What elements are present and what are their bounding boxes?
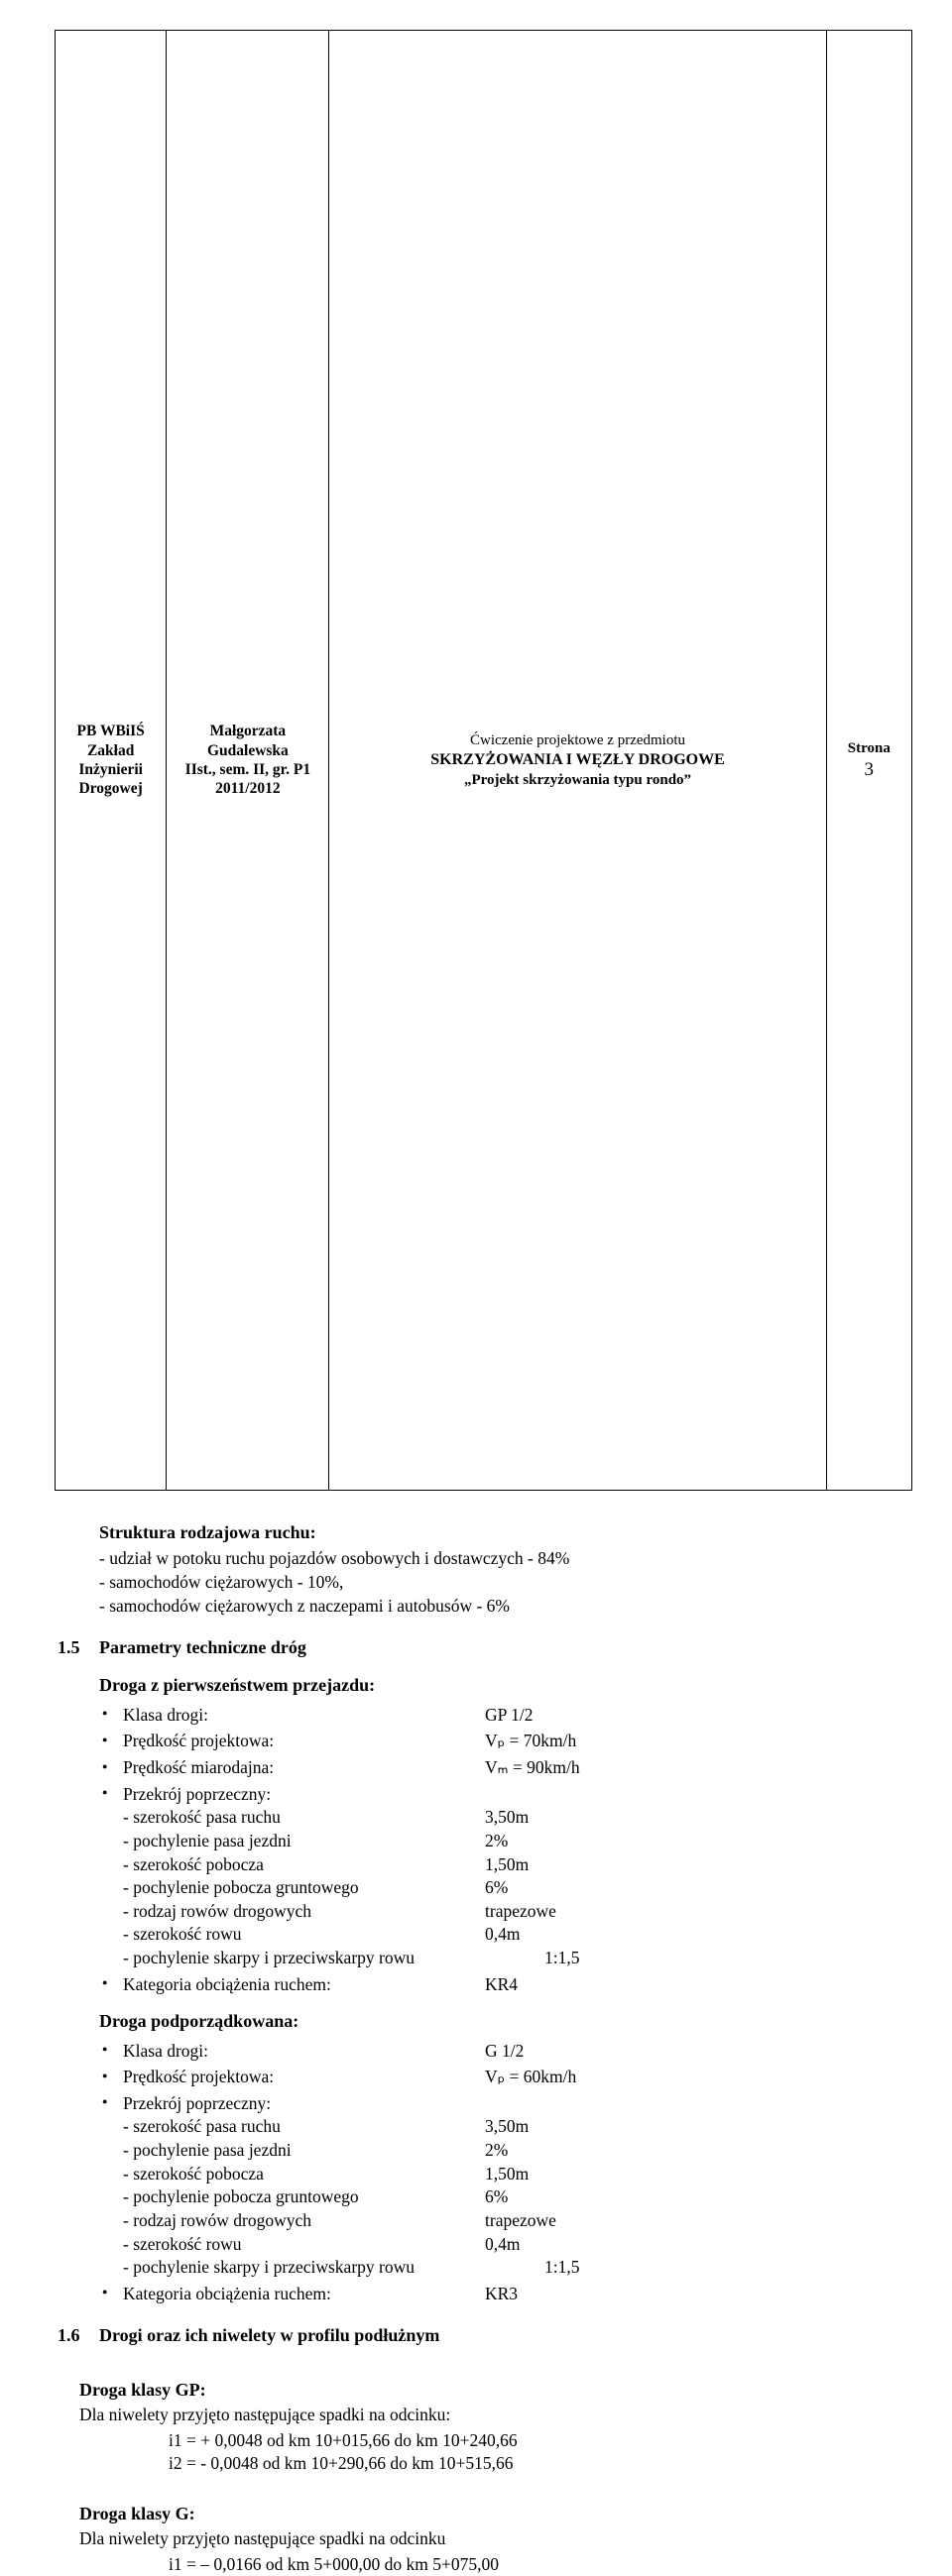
- value: GP 1/2: [485, 1704, 533, 1728]
- list-item: Kategoria obciążenia ruchem:KR3: [99, 2283, 883, 2306]
- value: 0,4m: [485, 1923, 521, 1947]
- label: - szerokość rowu: [123, 1923, 485, 1947]
- list-item: Przekrój poprzeczny: - szerokość pasa ru…: [99, 2092, 883, 2280]
- label: - rodzaj rowów drogowych: [123, 2209, 485, 2233]
- heading-number: 1.5: [58, 1635, 99, 1659]
- value: 1:1,5: [544, 1947, 580, 1970]
- road-b-list: Klasa drogi:G 1/2 Prędkość projektowa:Vₚ…: [99, 2040, 883, 2306]
- line: - udział w potoku ruchu pojazdów osobowy…: [99, 1547, 883, 1571]
- value: Vₚ = 70km/h: [485, 1730, 576, 1753]
- label: - pochylenie pasa jezdni: [123, 1830, 485, 1853]
- value: Vₘ = 90km/h: [485, 1756, 580, 1780]
- list-item: Prędkość miarodajna:Vₘ = 90km/h: [99, 1756, 883, 1780]
- header-page: Strona 3: [826, 31, 911, 1491]
- text: Ćwiczenie projektowe z przedmiotu: [470, 732, 685, 748]
- text: Zakład: [87, 742, 134, 759]
- label: Prędkość projektowa:: [123, 2066, 485, 2089]
- label: Prędkość miarodajna:: [123, 1756, 485, 1780]
- label: Klasa drogi:: [123, 2040, 485, 2064]
- heading-text: Drogi oraz ich niwelety w profilu podłuż…: [99, 2323, 439, 2347]
- text: Gudalewska: [207, 742, 289, 759]
- heading-text: Parametry techniczne dróg: [99, 1635, 306, 1659]
- label: - rodzaj rowów drogowych: [123, 1900, 485, 1924]
- road-a-list: Klasa drogi:GP 1/2 Prędkość projektowa:V…: [99, 1704, 883, 1997]
- label: Przekrój poprzeczny:: [123, 1783, 883, 1807]
- label: Kategoria obciążenia ruchem:: [123, 1973, 485, 1997]
- header-author: Małgorzata Gudalewska IIst., sem. II, gr…: [167, 31, 329, 1491]
- label: - pochylenie pobocza gruntowego: [123, 2185, 485, 2209]
- section-title-struktura: Struktura rodzajowa ruchu:: [99, 1520, 883, 1544]
- g-block: Droga klasy G: Dla niwelety przyjęto nas…: [79, 2502, 883, 2576]
- label: - szerokość pasa ruchu: [123, 1806, 485, 1830]
- value: 1:1,5: [544, 2256, 580, 2280]
- label: Kategoria obciążenia ruchem:: [123, 2283, 485, 2306]
- list-item: Przekrój poprzeczny: - szerokość pasa ru…: [99, 1783, 883, 1970]
- label: - szerokość pasa ruchu: [123, 2115, 485, 2139]
- label: - pochylenie skarpy i przeciwskarpy rowu: [123, 2256, 544, 2280]
- value: trapezowe: [485, 1900, 556, 1924]
- list-item: Klasa drogi:G 1/2: [99, 2040, 883, 2064]
- road-b-heading: Droga podporządkowana:: [99, 2009, 883, 2033]
- value: 6%: [485, 1876, 508, 1900]
- value: KR4: [485, 1973, 518, 1997]
- line: i2 = - 0,0048 od km 10+290,66 do km 10+5…: [169, 2452, 883, 2476]
- value: 0,4m: [485, 2233, 521, 2257]
- value: Vₚ = 60km/h: [485, 2066, 576, 2089]
- value: trapezowe: [485, 2209, 556, 2233]
- g-intro: Dla niwelety przyjęto następujące spadki…: [79, 2527, 883, 2551]
- page-label: Strona: [848, 740, 891, 756]
- text: „Projekt skrzyżowania typu rondo”: [464, 772, 691, 788]
- body-content: Struktura rodzajowa ruchu: - udział w po…: [55, 1491, 912, 2576]
- heading-1-6: 1.6 Drogi oraz ich niwelety w profilu po…: [58, 2323, 883, 2347]
- value: KR3: [485, 2283, 518, 2306]
- label: - szerokość rowu: [123, 2233, 485, 2257]
- label: - szerokość pobocza: [123, 2163, 485, 2186]
- label: - pochylenie pobocza gruntowego: [123, 1876, 485, 1900]
- value: 1,50m: [485, 1853, 529, 1877]
- gp-heading: Droga klasy GP:: [79, 2378, 883, 2402]
- text: SKRZYŻOWANIA I WĘZŁY DROGOWE: [430, 751, 725, 768]
- page-number: 3: [865, 759, 875, 780]
- list-item: Prędkość projektowa:Vₚ = 70km/h: [99, 1730, 883, 1753]
- value: 2%: [485, 2139, 508, 2163]
- gp-block: Droga klasy GP: Dla niwelety przyjęto na…: [79, 2378, 883, 2476]
- value: 3,50m: [485, 2115, 529, 2139]
- label: Przekrój poprzeczny:: [123, 2092, 883, 2116]
- gp-lines: i1 = + 0,0048 od km 10+015,66 do km 10+2…: [79, 2429, 883, 2476]
- line: - samochodów ciężarowych - 10%,: [99, 1571, 883, 1595]
- label: - szerokość pobocza: [123, 1853, 485, 1877]
- value: 3,50m: [485, 1806, 529, 1830]
- line: - samochodów ciężarowych z naczepami i a…: [99, 1595, 883, 1619]
- label: Prędkość projektowa:: [123, 1730, 485, 1753]
- road-a-heading: Droga z pierwszeństwem przejazdu:: [99, 1673, 883, 1697]
- page: PB WBiIŚ Zakład Inżynierii Drogowej Małg…: [0, 0, 952, 1460]
- list-item: Prędkość projektowa:Vₚ = 60km/h: [99, 2066, 883, 2089]
- text: IIst., sem. II, gr. P1: [185, 761, 310, 778]
- text: Drogowej: [79, 780, 143, 797]
- label: - pochylenie skarpy i przeciwskarpy rowu: [123, 1947, 544, 1970]
- value: 6%: [485, 2185, 508, 2209]
- value: G 1/2: [485, 2040, 524, 2064]
- line: i1 = + 0,0048 od km 10+015,66 do km 10+2…: [169, 2429, 883, 2453]
- line: i1 = – 0,0166 od km 5+000,00 do km 5+075…: [169, 2553, 883, 2576]
- text: PB WBiIŚ: [77, 723, 145, 739]
- label: - pochylenie pasa jezdni: [123, 2139, 485, 2163]
- label: Klasa drogi:: [123, 1704, 485, 1728]
- text: Małgorzata: [210, 723, 287, 739]
- text: Inżynierii: [78, 761, 143, 778]
- heading-number: 1.6: [58, 2323, 99, 2347]
- value: 1,50m: [485, 2163, 529, 2186]
- g-heading: Droga klasy G:: [79, 2502, 883, 2525]
- struktura-lines: - udział w potoku ruchu pojazdów osobowy…: [99, 1547, 883, 1618]
- gp-intro: Dla niwelety przyjęto następujące spadki…: [79, 2404, 883, 2427]
- list-item: Kategoria obciążenia ruchem:KR4: [99, 1973, 883, 1997]
- heading-1-5: 1.5 Parametry techniczne dróg: [58, 1635, 883, 1659]
- header-table: PB WBiIŚ Zakład Inżynierii Drogowej Małg…: [55, 30, 912, 1491]
- header-institution: PB WBiIŚ Zakład Inżynierii Drogowej: [56, 31, 167, 1491]
- list-item: Klasa drogi:GP 1/2: [99, 1704, 883, 1728]
- header-title: Ćwiczenie projektowe z przedmiotu SKRZYŻ…: [329, 31, 826, 1491]
- value: 2%: [485, 1830, 508, 1853]
- text: 2011/2012: [215, 780, 280, 797]
- g-lines: i1 = – 0,0166 od km 5+000,00 do km 5+075…: [79, 2553, 883, 2576]
